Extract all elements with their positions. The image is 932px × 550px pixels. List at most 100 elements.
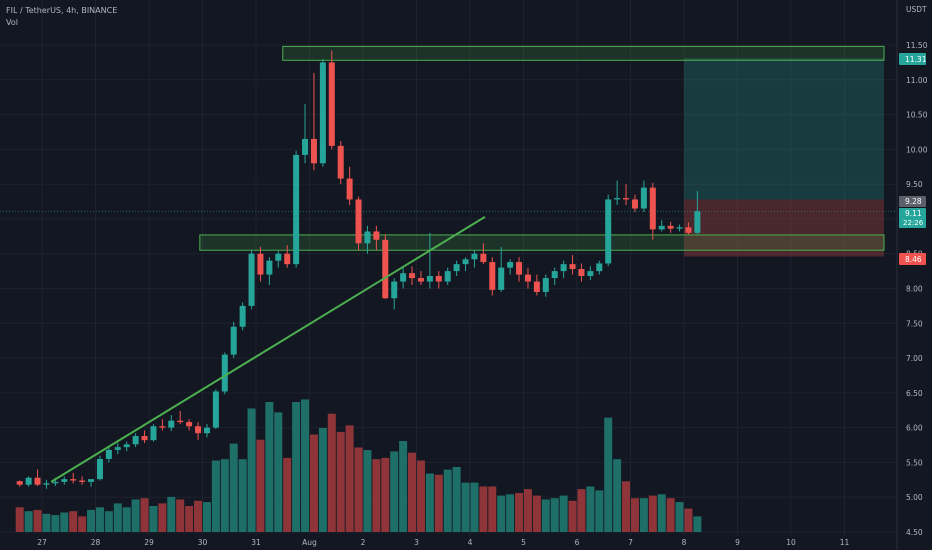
volume-bar bbox=[577, 489, 586, 532]
candle-body bbox=[587, 271, 594, 276]
price-tick-label: 5.00 bbox=[906, 493, 923, 502]
current-price-badge bbox=[899, 208, 926, 228]
candle-body bbox=[105, 449, 112, 459]
candle-body bbox=[337, 145, 344, 179]
currency-label: USDT bbox=[906, 5, 927, 14]
candle-body bbox=[417, 278, 424, 282]
ascending-trendline bbox=[50, 215, 486, 483]
time-tick-label: 29 bbox=[144, 538, 154, 547]
price-tick-label: 8.00 bbox=[906, 285, 923, 294]
entry-price-badge bbox=[899, 196, 926, 207]
price-tick-label: 6.50 bbox=[906, 389, 923, 398]
candle-body bbox=[88, 479, 95, 482]
candle-body bbox=[578, 269, 585, 276]
candle-body bbox=[373, 231, 380, 240]
volume-bar bbox=[167, 496, 176, 532]
volume-bar bbox=[140, 498, 149, 532]
price-tick-label: 10.00 bbox=[906, 145, 928, 154]
volume-bar bbox=[247, 408, 256, 532]
candle-body bbox=[275, 253, 282, 261]
candle-body bbox=[248, 253, 255, 306]
volume-bars bbox=[15, 399, 702, 532]
time-tick-label: 3 bbox=[414, 538, 419, 547]
volume-bar bbox=[604, 417, 613, 532]
price-tick-label: 7.50 bbox=[906, 319, 923, 328]
candle-body bbox=[400, 273, 407, 282]
volume-indicator-label[interactable]: Vol bbox=[6, 18, 18, 27]
candle-body bbox=[34, 477, 41, 485]
time-tick-label: 7 bbox=[628, 538, 633, 547]
volume-bar bbox=[479, 486, 488, 532]
candle-body bbox=[614, 198, 621, 200]
candle-body bbox=[631, 199, 638, 209]
stop-price-label: 8.46 bbox=[905, 255, 922, 264]
volume-bar bbox=[149, 506, 158, 532]
volume-bar bbox=[202, 502, 211, 532]
price-tick-label: 11.00 bbox=[906, 76, 928, 85]
current-price-label: 9.11 bbox=[905, 209, 922, 218]
volume-bar bbox=[434, 474, 443, 532]
volume-bar bbox=[657, 494, 666, 532]
candle-body bbox=[195, 426, 202, 434]
candle-body bbox=[435, 275, 442, 282]
candle-body bbox=[382, 239, 389, 299]
candle-body bbox=[328, 62, 335, 146]
target-price-badge bbox=[899, 53, 926, 65]
volume-bar bbox=[336, 431, 345, 532]
price-badges: 11.31 9.28 9.11 22:26 8.46 bbox=[899, 53, 927, 265]
volume-bar bbox=[95, 507, 104, 532]
volume-bar bbox=[399, 441, 408, 532]
volume-bar bbox=[630, 498, 639, 532]
candle-body bbox=[560, 264, 567, 272]
candle-body bbox=[16, 481, 23, 485]
volume-bar bbox=[425, 473, 434, 532]
time-tick-label: 11 bbox=[840, 538, 850, 547]
candle-body bbox=[168, 420, 175, 428]
price-tick-label: 7.00 bbox=[906, 354, 923, 363]
volume-bar bbox=[33, 509, 42, 532]
price-tick-label: 6.00 bbox=[906, 424, 923, 433]
volume-bar bbox=[345, 425, 354, 532]
candle-body bbox=[649, 187, 656, 230]
volume-bar bbox=[452, 467, 461, 532]
candle-body bbox=[453, 264, 460, 272]
volume-bar bbox=[87, 509, 96, 532]
price-tick-label: 9.50 bbox=[906, 180, 923, 189]
volume-bar bbox=[309, 434, 318, 532]
candle-body bbox=[25, 477, 32, 485]
volume-bar bbox=[416, 460, 425, 532]
volume-bar bbox=[78, 516, 87, 532]
time-tick-label: 31 bbox=[251, 538, 261, 547]
candle-body bbox=[640, 187, 647, 209]
time-tick-label: 2 bbox=[361, 538, 366, 547]
volume-bar bbox=[559, 495, 568, 532]
candle-body bbox=[43, 483, 50, 485]
candle-body bbox=[667, 225, 674, 229]
volume-bar bbox=[408, 452, 417, 532]
stop-price-badge bbox=[899, 253, 926, 265]
symbol-title[interactable]: FIL / TetherUS, 4h, BINANCE bbox=[6, 6, 118, 15]
candle-body bbox=[52, 481, 59, 484]
price-axis[interactable]: 11.5011.0010.5010.009.509.008.508.007.50… bbox=[906, 41, 928, 537]
position-profit-area bbox=[684, 58, 884, 200]
candle-body bbox=[346, 178, 353, 200]
volume-bar bbox=[220, 459, 229, 532]
candle-body bbox=[212, 391, 219, 428]
volume-bar bbox=[354, 447, 363, 532]
volume-bar bbox=[301, 399, 310, 532]
candle-body bbox=[266, 260, 273, 275]
volume-bar bbox=[318, 428, 327, 532]
time-axis[interactable]: 27 28 29 30 31 Aug 2 3 4 5 6 7 8 9 10 11 bbox=[37, 538, 849, 547]
time-tick-label: 28 bbox=[91, 538, 101, 547]
candle-body bbox=[524, 274, 531, 282]
volume-bar bbox=[532, 495, 541, 532]
volume-bar bbox=[381, 457, 390, 532]
volume-bar bbox=[497, 495, 506, 532]
candle-body bbox=[498, 267, 505, 290]
volume-bar bbox=[15, 507, 24, 532]
candle-body bbox=[257, 253, 264, 275]
volume-bar bbox=[461, 482, 470, 532]
candle-body bbox=[186, 422, 193, 427]
volume-bar bbox=[390, 451, 399, 532]
